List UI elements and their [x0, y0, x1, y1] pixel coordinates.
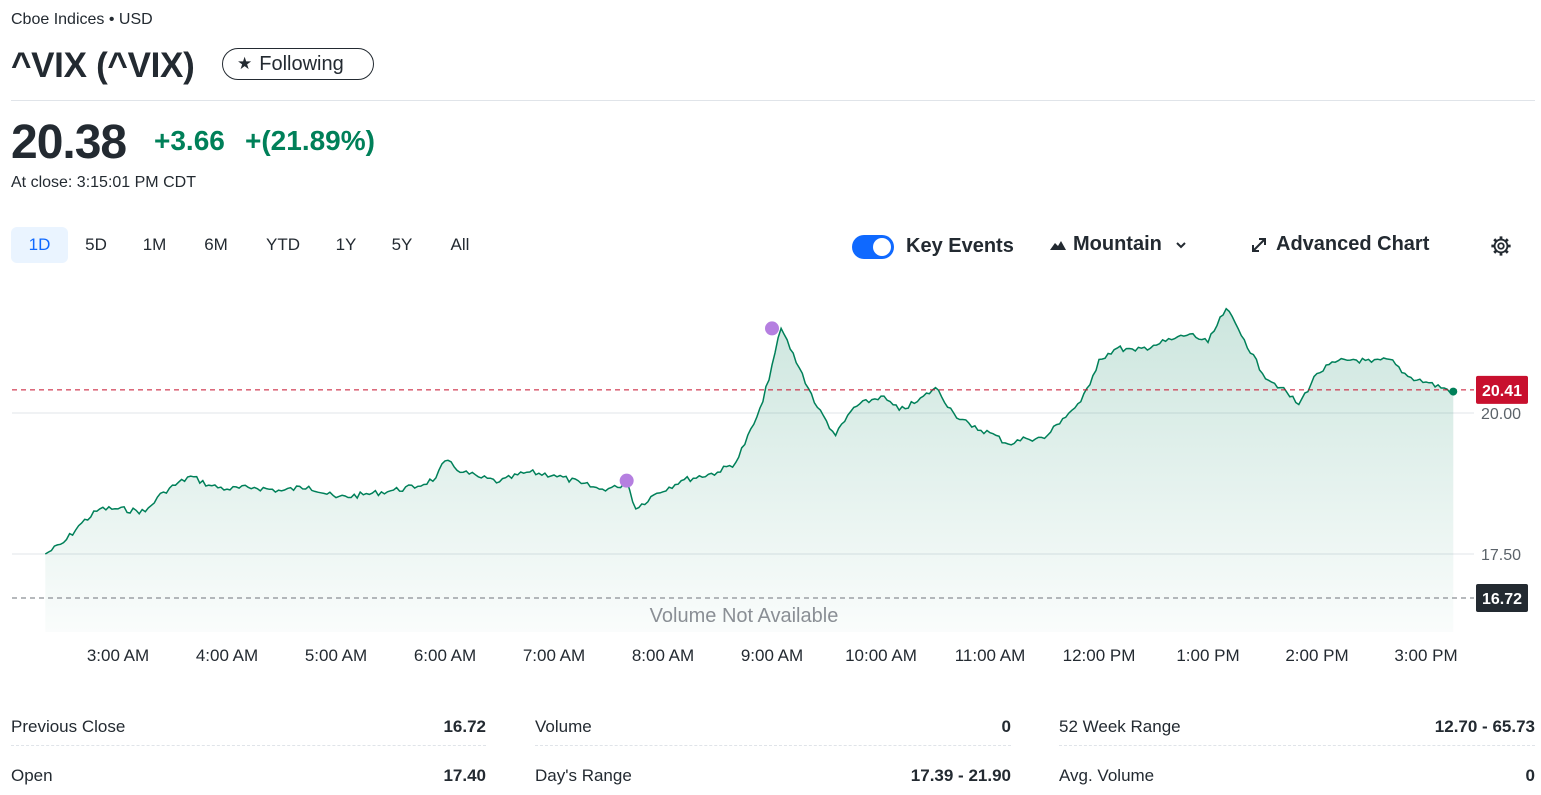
stat-value: 17.40	[443, 766, 486, 785]
stat-volume: Volume 0	[535, 708, 1011, 746]
price-chart[interactable]: 17.50 20.00 20.41 16.72 Volume Not Availa…	[0, 280, 1541, 680]
close-time: At close: 3:15:01 PM CDT	[11, 174, 196, 191]
x-axis-label: 7:00 AM	[523, 646, 585, 665]
stat-52-week-range: 52 Week Range 12.70 - 65.73	[1059, 708, 1535, 746]
expand-icon	[1252, 237, 1266, 252]
x-axis-label: 4:00 AM	[196, 646, 258, 665]
stat-label: Previous Close	[11, 716, 126, 736]
range-tabs: 1D 5D 1M 6M YTD 1Y 5Y All	[11, 227, 489, 263]
tab-ytd[interactable]: YTD	[266, 235, 300, 254]
last-price-dot	[1449, 387, 1458, 396]
x-axis-label: 8:00 AM	[632, 646, 694, 665]
stat-days-range: Day's Range 17.39 - 21.90	[535, 757, 1011, 795]
advanced-chart-button[interactable]: Advanced Chart	[1250, 233, 1429, 256]
key-event-marker[interactable]	[619, 473, 634, 488]
price-change: +3.66	[154, 125, 225, 156]
stat-label: Open	[11, 766, 53, 785]
tab-all[interactable]: All	[450, 235, 470, 254]
header-divider	[11, 100, 1535, 101]
key-events-label: Key Events	[906, 235, 1014, 257]
x-axis-label: 10:00 AM	[845, 646, 917, 665]
x-axis-label: 3:00 AM	[87, 646, 149, 665]
stat-value: 12.70 - 65.73	[1434, 716, 1535, 736]
stat-value: 0	[1525, 766, 1535, 785]
toggle-knob	[873, 238, 891, 256]
x-axis-label: 1:00 PM	[1176, 646, 1239, 665]
current-price-tag-label: 20.41	[1482, 383, 1522, 400]
tab-1d[interactable]: 1D	[11, 227, 68, 263]
key-event-marker[interactable]	[765, 321, 779, 336]
symbol-title: ^VIX (^VIX)	[11, 46, 195, 85]
stat-value: 0	[1001, 716, 1011, 736]
stat-value: 16.72	[443, 716, 486, 736]
y-tick-label: 20.00	[1481, 406, 1521, 423]
following-label: Following	[259, 52, 344, 75]
stat-previous-close: Previous Close 16.72	[11, 708, 486, 746]
exchange-label: Cboe Indices • USD	[11, 11, 153, 28]
star-icon: ★	[237, 54, 253, 73]
x-axis-label: 3:00 PM	[1394, 646, 1457, 665]
previous-close-tag: 16.72	[1476, 583, 1528, 612]
advanced-chart-label: Advanced Chart	[1276, 233, 1430, 255]
stat-label: Day's Range	[535, 766, 632, 785]
chart-type-dropdown[interactable]: Mountain	[1049, 233, 1188, 256]
chart-type-label: Mountain	[1073, 233, 1162, 255]
key-events-toggle[interactable]	[852, 235, 894, 259]
x-axis-label: 9:00 AM	[741, 646, 803, 665]
x-axis-label: 2:00 PM	[1285, 646, 1348, 665]
stat-label: 52 Week Range	[1059, 716, 1181, 736]
stat-label: Volume	[535, 716, 592, 736]
following-button[interactable]: ★ Following	[222, 48, 374, 80]
x-axis-label: 6:00 AM	[414, 646, 476, 665]
gear-icon[interactable]	[1490, 235, 1512, 257]
price-area	[45, 308, 1454, 632]
tab-6m[interactable]: 6M	[204, 235, 228, 254]
stat-open: Open 17.40	[11, 757, 486, 795]
stat-label: Avg. Volume	[1059, 766, 1155, 785]
previous-close-tag-label: 16.72	[1482, 591, 1522, 608]
x-axis-label: 12:00 PM	[1063, 646, 1136, 665]
price-line	[44, 307, 1454, 555]
tab-5d[interactable]: 5D	[85, 235, 107, 254]
volume-not-available: Volume Not Available	[650, 605, 839, 627]
tab-5y[interactable]: 5Y	[391, 235, 413, 254]
x-axis-label: 11:00 AM	[955, 646, 1026, 665]
tab-1m[interactable]: 1M	[142, 235, 167, 254]
y-tick-label: 17.50	[1481, 547, 1521, 564]
stat-value: 17.39 - 21.90	[910, 766, 1011, 785]
current-price: 20.38	[11, 116, 127, 169]
chevron-down-icon	[1176, 241, 1186, 248]
stat-avg-volume: Avg. Volume 0	[1059, 757, 1535, 795]
mountain-icon	[1050, 240, 1066, 250]
x-axis-label: 5:00 AM	[305, 646, 367, 665]
price-change-percent: +(21.89%)	[245, 125, 375, 156]
tab-1y[interactable]: 1Y	[335, 235, 357, 254]
current-price-tag: 20.41	[1476, 375, 1528, 404]
